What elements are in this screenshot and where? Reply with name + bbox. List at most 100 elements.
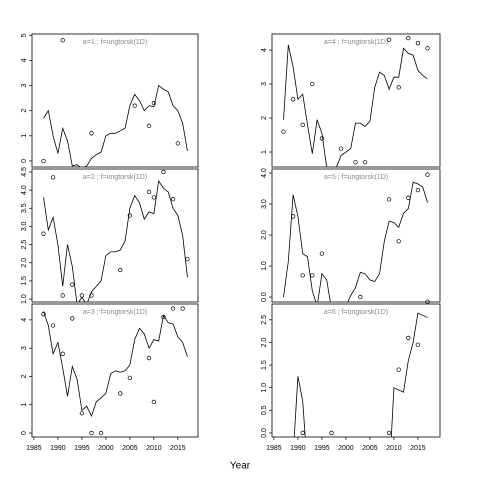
panel-title: a=3 ; f=ungtorsk(1D) bbox=[83, 309, 147, 316]
point bbox=[386, 430, 392, 436]
point bbox=[161, 314, 166, 320]
point bbox=[358, 294, 363, 300]
point bbox=[353, 160, 358, 165]
panel-frame bbox=[271, 33, 441, 168]
x-tick-label: 1995 bbox=[74, 445, 90, 452]
y-tick-label: 1.0 bbox=[261, 261, 268, 271]
plot-area bbox=[43, 84, 188, 167]
y-tick-label: 2.5 bbox=[261, 315, 268, 325]
x-tick-label: 1985 bbox=[266, 445, 282, 452]
y-tick-label: 3.0 bbox=[21, 221, 28, 231]
y-tick-label: 4.5 bbox=[21, 167, 28, 177]
y-tick-label: 1 bbox=[261, 150, 268, 154]
panel-title: a=5 ; f=ungtorsk(1D) bbox=[324, 174, 388, 181]
point bbox=[79, 411, 85, 416]
point bbox=[396, 85, 401, 90]
plot-area bbox=[283, 181, 428, 302]
plot-area bbox=[283, 44, 428, 167]
y-tick-label: 1.5 bbox=[21, 276, 28, 286]
point bbox=[146, 189, 152, 195]
point bbox=[300, 122, 305, 127]
y-tick-label: 4 bbox=[21, 318, 28, 322]
x-tick-label: 2005 bbox=[122, 445, 138, 452]
y-tick-label: 2 bbox=[21, 374, 28, 378]
y-tick-label: 3 bbox=[21, 83, 28, 87]
point bbox=[386, 37, 392, 42]
point bbox=[127, 375, 133, 381]
y-tick-label: 2.5 bbox=[21, 240, 28, 250]
y-tick-label: 1 bbox=[21, 134, 28, 138]
line bbox=[293, 312, 428, 437]
x-tick-label: 2010 bbox=[146, 445, 162, 452]
x-tick-label: 2015 bbox=[170, 445, 186, 452]
point bbox=[310, 273, 315, 278]
point bbox=[89, 293, 94, 298]
point bbox=[50, 175, 56, 180]
point bbox=[425, 172, 430, 177]
point bbox=[98, 430, 104, 436]
plot-area bbox=[293, 312, 428, 437]
x-tick-label: 2000 bbox=[338, 445, 354, 452]
point bbox=[319, 136, 325, 141]
x-tick-label: 1995 bbox=[314, 445, 330, 452]
point bbox=[151, 100, 157, 106]
y-tick-label: 1.0 bbox=[21, 294, 28, 304]
point bbox=[415, 41, 421, 46]
y-tick-label: 4.0 bbox=[261, 168, 268, 178]
y-tick-label: 1.0 bbox=[261, 383, 268, 393]
point bbox=[396, 239, 401, 244]
point bbox=[406, 195, 411, 200]
point bbox=[118, 391, 123, 396]
panel-title: a=2 ; f=ungtorsk(1D) bbox=[83, 174, 147, 181]
point bbox=[300, 273, 305, 278]
y-tick-label: 0.5 bbox=[261, 405, 268, 415]
point bbox=[127, 213, 133, 218]
point bbox=[175, 141, 180, 146]
line bbox=[283, 44, 428, 167]
line bbox=[43, 311, 188, 418]
point bbox=[41, 312, 46, 317]
point bbox=[50, 323, 56, 328]
x-tick-label: 1990 bbox=[50, 445, 66, 452]
plot-area bbox=[43, 311, 188, 418]
point bbox=[425, 299, 430, 304]
panel-frame bbox=[31, 33, 199, 168]
point bbox=[406, 35, 411, 41]
point bbox=[89, 430, 94, 436]
y-tick-label: 0.0 bbox=[261, 292, 268, 302]
panel-frame bbox=[271, 168, 441, 303]
point bbox=[170, 306, 176, 311]
point bbox=[146, 355, 152, 361]
x-tick-label: 2015 bbox=[410, 445, 426, 452]
point bbox=[79, 293, 85, 298]
point bbox=[161, 169, 166, 175]
y-tick-label: 2 bbox=[21, 109, 28, 113]
panel-title: a=1 ; f=ungtorsk(1D) bbox=[83, 39, 147, 46]
y-tick-label: 2.0 bbox=[261, 337, 268, 347]
panel-title: a=4 ; f=ungtorsk(1D) bbox=[324, 39, 388, 46]
point bbox=[60, 351, 65, 356]
panel-frame bbox=[31, 168, 199, 303]
x-tick-label: 1990 bbox=[290, 445, 306, 452]
x-axis-label: Year bbox=[230, 461, 251, 472]
point bbox=[281, 129, 286, 134]
x-tick-label: 2000 bbox=[98, 445, 114, 452]
point bbox=[180, 306, 185, 311]
point bbox=[60, 293, 65, 298]
point bbox=[300, 430, 305, 436]
point bbox=[415, 187, 421, 193]
line bbox=[43, 179, 188, 302]
plot-area bbox=[43, 179, 188, 302]
point bbox=[60, 38, 65, 43]
line bbox=[43, 84, 188, 167]
point bbox=[338, 146, 344, 151]
x-tick-label: 1985 bbox=[26, 445, 42, 452]
point bbox=[310, 81, 315, 87]
y-tick-label: 0 bbox=[21, 159, 28, 163]
y-tick-label: 4 bbox=[261, 48, 268, 52]
y-tick-label: 3.0 bbox=[261, 199, 268, 209]
point bbox=[185, 256, 190, 262]
point bbox=[329, 430, 334, 436]
